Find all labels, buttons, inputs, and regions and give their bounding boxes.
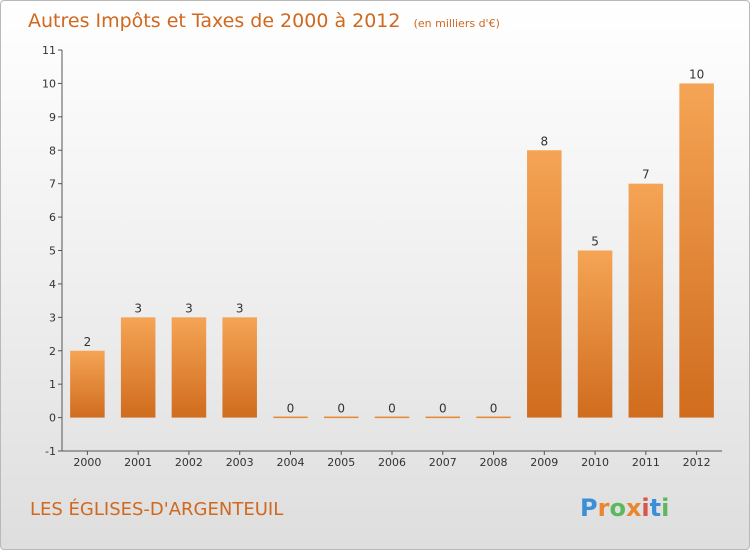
bar	[425, 416, 461, 419]
brand-text: Proxiti	[580, 494, 669, 522]
x-tick-label: 2008	[480, 456, 508, 469]
x-tick-label: 2003	[226, 456, 254, 469]
x-tick-label: 2010	[581, 456, 609, 469]
bar	[577, 250, 613, 418]
chart-title: Autres Impôts et Taxes de 2000 à 2012	[28, 10, 401, 32]
y-tick-label: 1	[49, 378, 56, 391]
y-tick-label: 10	[42, 77, 56, 90]
x-tick-label: 2002	[175, 456, 203, 469]
bar-value-label: 0	[337, 402, 345, 416]
bar	[679, 83, 714, 418]
bar-value-label: 0	[490, 402, 498, 416]
bar	[120, 317, 156, 418]
x-tick-label: 2000	[73, 456, 101, 469]
bar	[273, 416, 308, 419]
bar	[171, 317, 207, 418]
x-tick-label: 2009	[530, 456, 558, 469]
bar	[374, 416, 410, 419]
x-tick-label: 2005	[327, 456, 355, 469]
bar	[628, 183, 664, 418]
y-tick-label: 5	[49, 245, 56, 258]
y-tick-label: 4	[49, 278, 56, 291]
bar	[222, 317, 257, 418]
y-tick-label: 11	[42, 44, 56, 57]
y-ticks: -1 0 1 2 3 4 5 6 7 8 9 10 11	[42, 44, 62, 458]
bar	[323, 416, 359, 419]
x-tick-label: 2012	[683, 456, 711, 469]
x-tick-label: 2007	[429, 456, 457, 469]
bar-value-label: 3	[185, 301, 193, 315]
bar-value-label: 8	[540, 134, 548, 148]
bar-value-label: 2	[84, 335, 92, 349]
y-tick-label: 6	[49, 211, 56, 224]
bar-value-label: 0	[388, 402, 396, 416]
chart-unit: (en milliers d'€)	[414, 17, 500, 30]
x-ticks: 2000 2001 2002 2003 2004 2005 2006 2007 2008 2009…	[73, 451, 711, 469]
brand-logo: Proxiti	[580, 494, 669, 522]
value-labels: 2 3 3 3 0 0 0 0 0 8 5 7 10	[84, 67, 705, 415]
bar-value-label: 7	[642, 168, 650, 182]
bar-value-label: 3	[134, 301, 142, 315]
x-tick-label: 2006	[378, 456, 406, 469]
x-tick-label: 2001	[124, 456, 152, 469]
bar-value-label: 0	[439, 402, 447, 416]
bar-value-label: 5	[591, 235, 599, 249]
y-tick-label: 7	[49, 178, 56, 191]
x-tick-label: 2011	[632, 456, 660, 469]
bar	[527, 150, 562, 418]
bar	[476, 416, 511, 419]
location-label: LES ÉGLISES-D'ARGENTEUIL	[30, 498, 283, 520]
y-tick-label: 8	[49, 144, 56, 157]
bars	[70, 83, 714, 419]
bar	[70, 350, 105, 418]
chart-title-group: Autres Impôts et Taxes de 2000 à 2012 (e…	[28, 10, 500, 32]
y-tick-label: -1	[45, 445, 56, 458]
y-tick-label: 2	[49, 345, 56, 358]
y-tick-label: 9	[49, 111, 56, 124]
y-tick-label: 3	[49, 311, 56, 324]
bar-value-label: 0	[287, 402, 295, 416]
y-tick-label: 0	[49, 412, 56, 425]
bar-value-label: 3	[236, 301, 244, 315]
x-tick-label: 2004	[276, 456, 304, 469]
bar-value-label: 10	[689, 67, 704, 81]
